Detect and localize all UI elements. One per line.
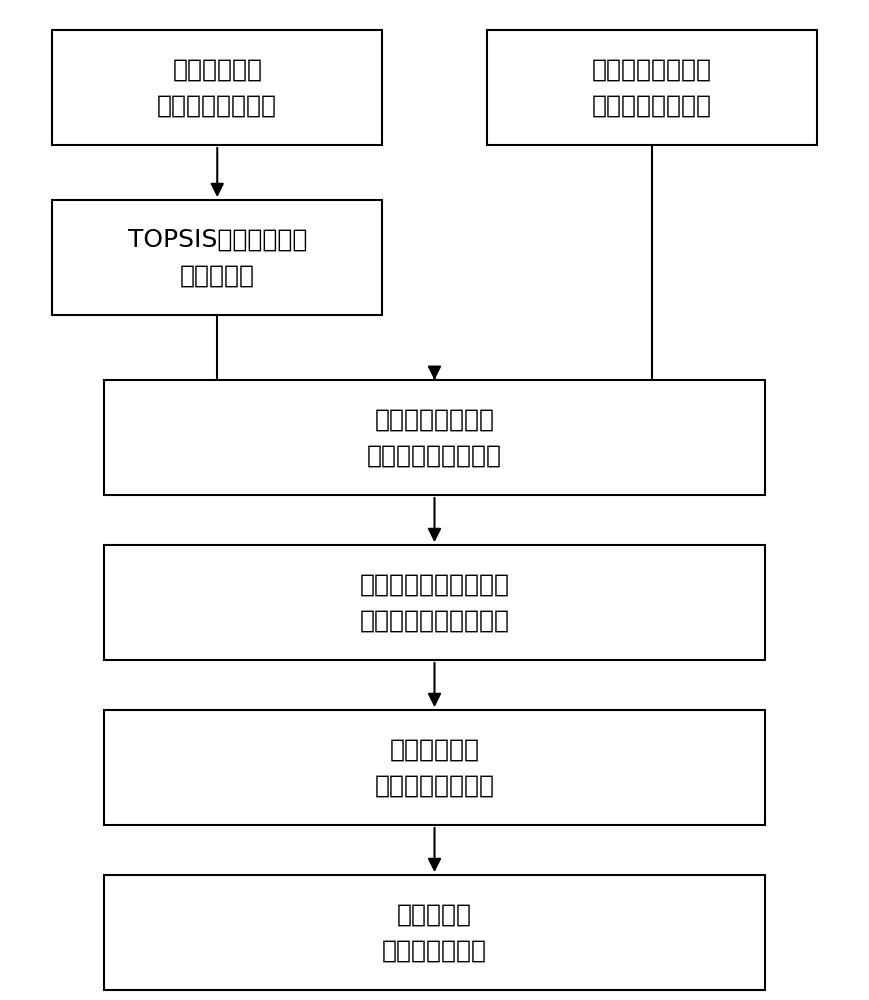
- Text: 单调性约束粒子滤波更
新退化模型的随机系数: 单调性约束粒子滤波更 新退化模型的随机系数: [360, 573, 509, 632]
- Text: 计算液压泵
的剩余使用寿命: 计算液压泵 的剩余使用寿命: [382, 903, 487, 962]
- FancyBboxPatch shape: [104, 710, 765, 825]
- Text: 退化特征融合得到
液压泵健康状态指标: 退化特征融合得到 液压泵健康状态指标: [367, 408, 502, 467]
- FancyBboxPatch shape: [487, 30, 817, 145]
- FancyBboxPatch shape: [52, 200, 382, 315]
- FancyBboxPatch shape: [104, 545, 765, 660]
- FancyBboxPatch shape: [52, 30, 382, 145]
- Text: 获取振动数据
提取第一退化特征: 获取振动数据 提取第一退化特征: [157, 58, 277, 117]
- Text: TOPSIS综合评价法筛
选退化特征: TOPSIS综合评价法筛 选退化特征: [128, 228, 307, 287]
- Text: 获取回油流量数据
提取第三退化特征: 获取回油流量数据 提取第三退化特征: [592, 58, 712, 117]
- FancyBboxPatch shape: [104, 875, 765, 990]
- Text: 预测液压泵的
健康状态预测曲线: 预测液压泵的 健康状态预测曲线: [375, 738, 494, 797]
- FancyBboxPatch shape: [104, 380, 765, 495]
